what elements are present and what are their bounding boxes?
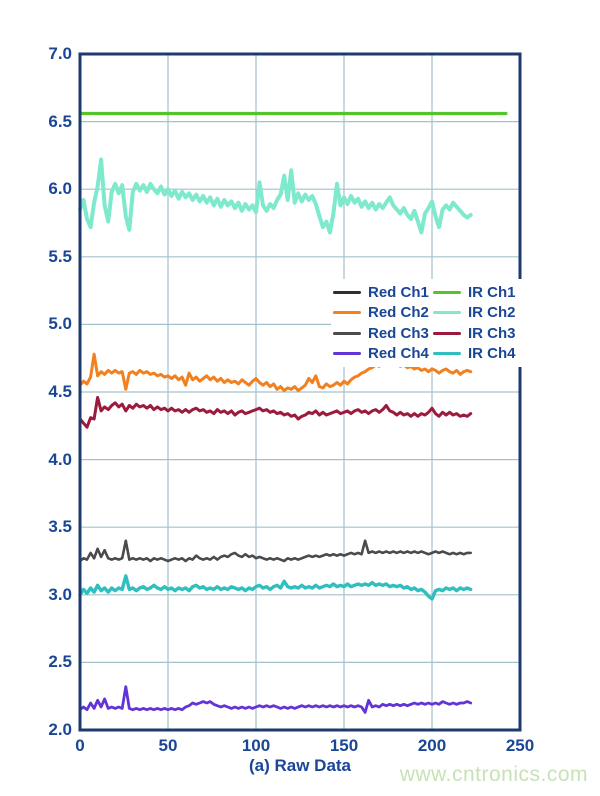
legend-swatch-icon [333,352,361,356]
y-tick-label: 4.5 [48,382,72,401]
legend-label: IR Ch3 [468,324,516,342]
legend-swatch-icon [433,290,461,294]
legend-swatch-icon [333,331,361,335]
legend-item-red-ch3: Red Ch3 [333,326,433,341]
legend-swatch-icon [433,311,461,315]
y-tick-label: 5.0 [48,314,72,334]
y-tick-label: 2.0 [48,720,72,739]
x-axis-label: (a) Raw Data [248,756,352,775]
legend-label: IR Ch4 [468,345,516,363]
x-tick-label: 200 [417,736,447,755]
legend-label: IR Ch1 [468,283,516,301]
x-tick-label: 100 [241,736,271,755]
series-line-ir-ch2 [78,157,473,235]
series-line-ir-ch3 [78,395,473,429]
legend-swatch-icon [333,311,361,315]
plot-border [78,52,522,732]
y-tick-label: 6.0 [48,179,72,199]
series-line-red-ch3 [78,539,472,563]
y-tick-label: 7.0 [48,44,72,63]
legend-swatch-icon [433,331,461,335]
legend-item-red-ch1: Red Ch1 [333,285,433,300]
x-tick-label: 250 [505,736,535,755]
x-tick-label: 50 [158,736,178,755]
y-tick-label: 2.5 [48,652,72,672]
y-tick-label: 4.0 [48,449,72,469]
legend-label: Red Ch4 [368,345,429,363]
legend-item-red-ch4: Red Ch4 [333,346,433,361]
legend-item-ir-ch2: IR Ch2 [433,305,525,320]
legend-item-red-ch2: Red Ch2 [333,305,433,320]
legend-swatch-icon [333,290,361,294]
x-tick-label: 0 [75,736,85,755]
y-tick-label: 3.0 [48,584,72,604]
legend-label: IR Ch2 [468,304,516,322]
legend-label: Red Ch3 [368,324,429,342]
legend-item-ir-ch4: IR Ch4 [433,346,525,361]
series-line-ir-ch4 [78,574,473,601]
legend-label: Red Ch1 [368,283,429,301]
legend-item-ir-ch3: IR Ch3 [433,326,525,341]
watermark-text: www.cntronics.com [399,763,588,786]
y-tick-label: 6.5 [48,111,72,131]
y-tick-label: 5.5 [48,246,72,266]
legend-label: Red Ch2 [368,304,429,322]
legend-item-ir-ch1: IR Ch1 [433,285,525,300]
legend-swatch-icon [433,352,461,356]
chart-legend: Red Ch1 IR Ch1 Red Ch2 IR Ch2 Red Ch3 IR Ch3 R… [331,279,527,367]
x-tick-label: 150 [329,736,359,755]
y-tick-label: 3.5 [48,517,72,537]
series-line-red-ch4 [78,685,473,714]
